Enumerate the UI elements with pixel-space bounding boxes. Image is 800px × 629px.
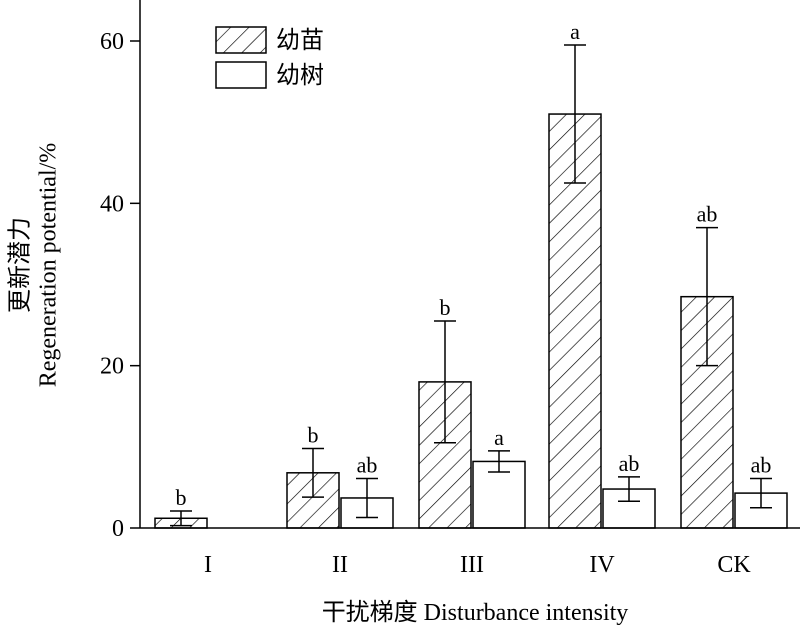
x-tick-label: CK	[717, 552, 751, 578]
legend-label-seedling: 幼苗	[276, 27, 324, 54]
significance-label: a	[570, 19, 580, 44]
significance-label: a	[494, 425, 504, 450]
significance-label: b	[440, 295, 451, 320]
plot-area: b b b a ab ab a ab ab	[154, 19, 788, 529]
significance-label: ab	[619, 451, 640, 476]
legend-swatch-sapling	[215, 61, 267, 89]
significance-label: b	[308, 422, 319, 447]
y-tick-label: 0	[112, 516, 124, 542]
y-axis-title-en: Regeneration potential/%	[36, 143, 62, 388]
x-tick-label: I	[204, 552, 212, 578]
significance-label: ab	[357, 452, 378, 477]
x-tick-label: IV	[589, 552, 615, 578]
y-axis-title-cn: 更新潜力	[7, 217, 34, 313]
legend-swatch-seedling	[215, 26, 267, 54]
y-tick-label: 40	[100, 191, 124, 217]
legend: 幼苗 幼树	[215, 26, 324, 89]
y-tick-label: 60	[100, 29, 124, 55]
x-tick-label: II	[332, 552, 348, 578]
x-axis-title: 干扰梯度 Disturbance intensity	[322, 599, 629, 626]
legend-label-sapling: 幼树	[276, 62, 324, 89]
significance-label: ab	[751, 452, 772, 477]
significance-label: ab	[697, 202, 718, 227]
x-tick-label: III	[460, 552, 484, 578]
y-tick-label: 20	[100, 354, 124, 380]
significance-label: b	[176, 485, 187, 510]
